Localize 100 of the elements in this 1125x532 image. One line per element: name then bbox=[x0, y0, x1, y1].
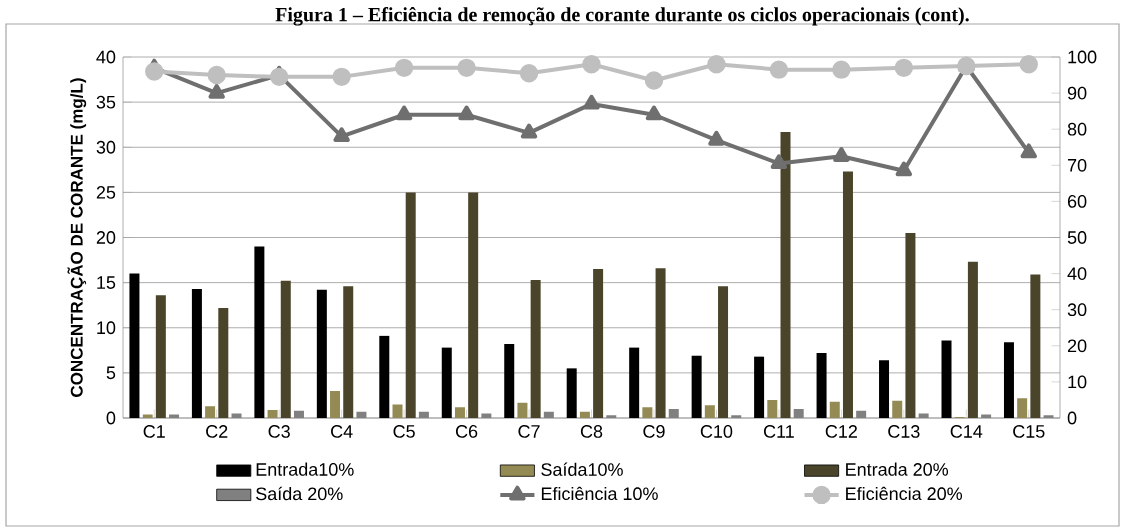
bar bbox=[330, 390, 341, 418]
x-tick-label: C7 bbox=[518, 425, 540, 438]
bar bbox=[606, 415, 617, 418]
y2-tick-label: 80 bbox=[1067, 122, 1087, 136]
y-tick-label: 10 bbox=[97, 321, 116, 335]
bar bbox=[767, 399, 778, 418]
bar bbox=[905, 232, 916, 418]
bar bbox=[856, 410, 867, 418]
x-tick-label: C10 bbox=[700, 425, 733, 438]
x-tick-label: C1 bbox=[143, 425, 165, 438]
y2-tick-label: 60 bbox=[1067, 195, 1087, 208]
bar bbox=[879, 360, 890, 418]
y-tick-label: 15 bbox=[97, 276, 116, 289]
y2-tick-label: 100 bbox=[1068, 50, 1097, 64]
x-tick-label: C13 bbox=[888, 425, 920, 438]
y-tick-label: 35 bbox=[96, 95, 116, 109]
x-tick-label: C12 bbox=[825, 425, 857, 438]
bar bbox=[816, 353, 827, 418]
bar bbox=[454, 407, 465, 418]
bar bbox=[418, 411, 429, 418]
bar bbox=[668, 408, 679, 418]
bar bbox=[231, 413, 242, 418]
x-tick-label: C6 bbox=[455, 425, 478, 438]
x-tick-label: C3 bbox=[268, 425, 290, 438]
bar bbox=[754, 356, 765, 418]
bar bbox=[205, 406, 216, 418]
bar bbox=[829, 401, 840, 418]
bar bbox=[981, 414, 992, 418]
bar bbox=[530, 279, 541, 418]
legend-label: Entrada 20% bbox=[846, 462, 949, 476]
bar bbox=[1003, 342, 1014, 418]
x-tick-label: C2 bbox=[206, 425, 228, 438]
bar bbox=[517, 402, 528, 418]
x-tick-label: C8 bbox=[580, 425, 603, 438]
bar bbox=[267, 409, 278, 418]
bar bbox=[504, 344, 515, 418]
x-tick-label: C11 bbox=[763, 425, 794, 438]
chart-title: Figura 1 – Eficiência de remoção de corante durante os ciclos operacionais (cont). bbox=[275, 7, 969, 26]
y-tick-label: 5 bbox=[106, 366, 116, 380]
bar bbox=[780, 131, 791, 418]
bar bbox=[892, 400, 903, 418]
y2-tick-label: 20 bbox=[1067, 339, 1087, 353]
y2-tick-label: 70 bbox=[1067, 158, 1087, 172]
bar bbox=[280, 280, 291, 418]
x-tick-label: C14 bbox=[950, 425, 983, 438]
x-tick-label: C9 bbox=[643, 425, 665, 438]
bar bbox=[191, 288, 202, 418]
bar bbox=[642, 407, 653, 418]
bar bbox=[655, 268, 666, 418]
bar bbox=[691, 355, 702, 418]
bar bbox=[967, 261, 978, 418]
y-tick-label: 30 bbox=[96, 140, 116, 154]
bar bbox=[356, 411, 367, 418]
bar bbox=[842, 171, 853, 418]
bar bbox=[316, 289, 327, 418]
bar bbox=[704, 405, 715, 418]
bar bbox=[593, 269, 604, 418]
bar bbox=[218, 307, 229, 418]
bar bbox=[1030, 274, 1041, 418]
bar bbox=[1043, 415, 1054, 418]
y-tick-label: 20 bbox=[96, 231, 116, 244]
bar bbox=[629, 347, 640, 418]
bar bbox=[793, 408, 804, 418]
bar bbox=[566, 368, 577, 418]
y-axis-title: CONCENTRAÇÃO DE CORANTE (mg/L) bbox=[67, 78, 87, 397]
bar bbox=[392, 404, 403, 418]
bar bbox=[468, 192, 479, 418]
x-tick-label: C5 bbox=[393, 425, 415, 438]
bar bbox=[441, 347, 452, 418]
y2-tick-label: 50 bbox=[1067, 231, 1087, 244]
bar bbox=[918, 413, 929, 418]
bar bbox=[155, 295, 166, 418]
x-tick-label: C15 bbox=[1013, 425, 1045, 438]
bar bbox=[293, 410, 304, 418]
bar bbox=[405, 192, 416, 418]
bar bbox=[481, 413, 492, 418]
y-tick-label: 25 bbox=[96, 186, 116, 199]
bar bbox=[343, 286, 354, 418]
bar bbox=[169, 414, 180, 418]
bar bbox=[129, 273, 140, 418]
y2-tick-label: 40 bbox=[1067, 267, 1087, 280]
legend-label: Saída10% bbox=[541, 462, 623, 476]
bar bbox=[1017, 398, 1028, 418]
bar bbox=[543, 411, 554, 418]
bar bbox=[718, 286, 729, 418]
legend-label: Saída 20% bbox=[256, 486, 343, 501]
legend-label: Eficiência 20% bbox=[846, 486, 963, 501]
y-tick-label: 40 bbox=[96, 50, 116, 64]
bar bbox=[579, 411, 590, 418]
y2-tick-label: 10 bbox=[1068, 375, 1087, 389]
legend-label: Entrada10% bbox=[256, 462, 354, 476]
bar bbox=[731, 415, 742, 418]
bar bbox=[379, 335, 390, 418]
y2-tick-label: 30 bbox=[1067, 303, 1087, 317]
x-tick-label: C4 bbox=[331, 425, 353, 438]
legend-label: Eficiência 10% bbox=[541, 486, 658, 501]
y2-tick-label: 90 bbox=[1067, 86, 1087, 100]
y2-tick-label: 0 bbox=[1067, 411, 1077, 425]
bar bbox=[254, 246, 265, 418]
bar bbox=[941, 340, 952, 418]
